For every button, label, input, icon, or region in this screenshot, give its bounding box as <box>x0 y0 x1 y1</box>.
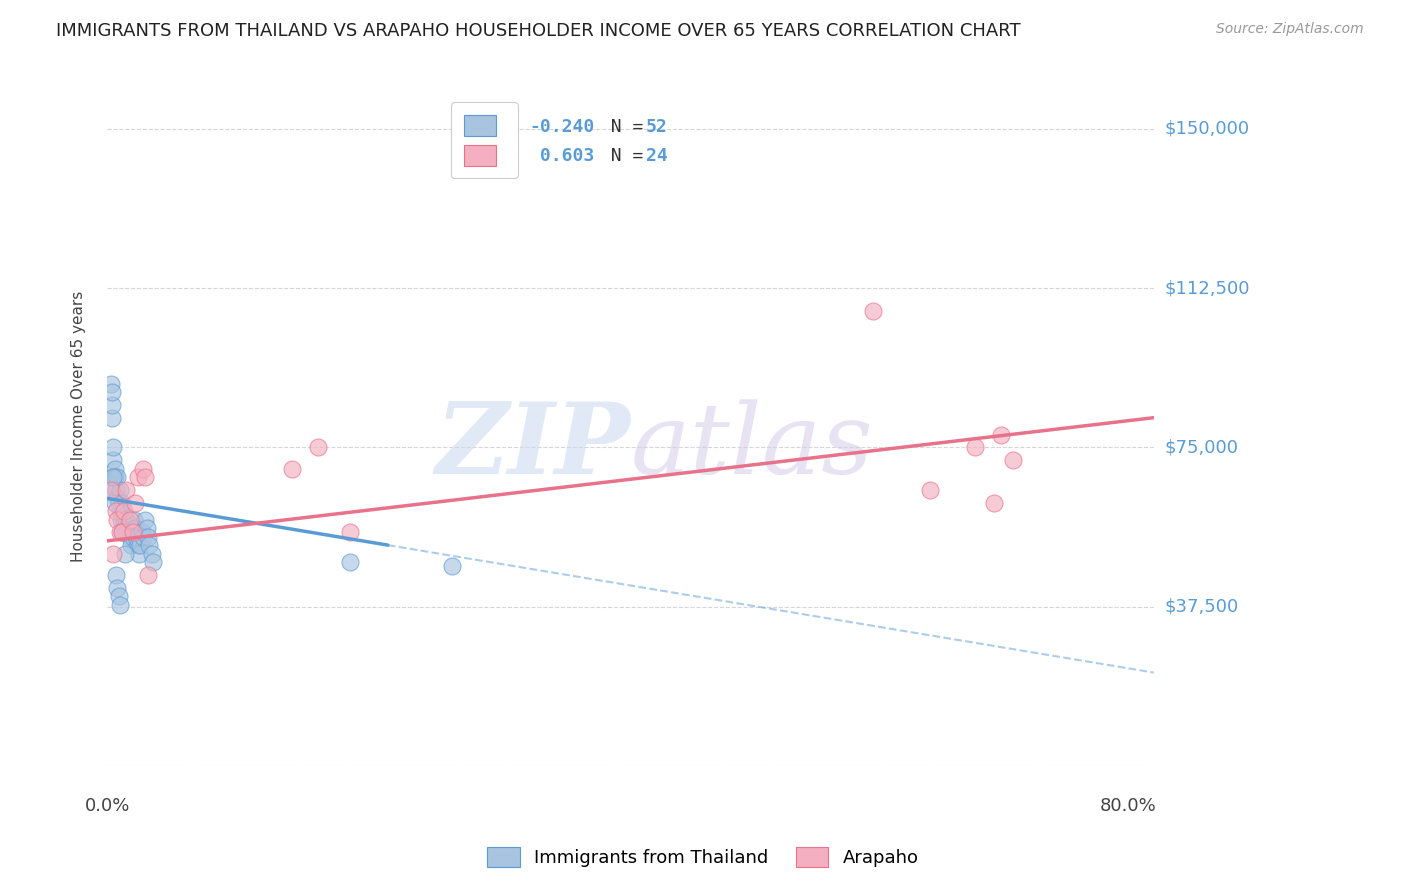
Point <box>134 470 156 484</box>
Point <box>124 521 146 535</box>
Point <box>118 513 141 527</box>
Point <box>111 525 134 540</box>
Text: 0.603: 0.603 <box>529 147 595 165</box>
Point <box>101 398 124 412</box>
Point <box>142 555 165 569</box>
Point <box>105 491 128 506</box>
Text: N =: N = <box>589 147 654 165</box>
Legend: , : , <box>451 103 517 178</box>
Point <box>920 483 942 497</box>
Point <box>136 530 159 544</box>
Point <box>135 521 157 535</box>
Text: R =: R = <box>478 147 522 165</box>
Y-axis label: Householder Income Over 65 years: Householder Income Over 65 years <box>72 291 86 562</box>
Point <box>112 513 135 527</box>
Point <box>990 427 1012 442</box>
Point <box>124 496 146 510</box>
Point <box>103 441 125 455</box>
Point <box>134 513 156 527</box>
Point <box>104 496 127 510</box>
Point <box>121 530 143 544</box>
Point <box>136 567 159 582</box>
Point <box>281 461 304 475</box>
Point <box>965 441 987 455</box>
Point <box>115 513 138 527</box>
Point <box>111 496 134 510</box>
Point <box>108 504 131 518</box>
Point <box>115 483 138 497</box>
Point <box>100 376 122 391</box>
Point <box>114 521 136 535</box>
Point <box>104 461 127 475</box>
Text: Source: ZipAtlas.com: Source: ZipAtlas.com <box>1216 22 1364 37</box>
Point <box>108 525 131 540</box>
Point <box>121 525 143 540</box>
Text: 0.0%: 0.0% <box>84 797 129 814</box>
Point <box>117 525 139 540</box>
Point <box>131 525 153 540</box>
Point <box>127 538 149 552</box>
Point <box>118 516 141 531</box>
Point <box>105 504 128 518</box>
Text: atlas: atlas <box>630 399 873 494</box>
Point <box>104 470 127 484</box>
Point <box>118 530 141 544</box>
Point <box>862 304 884 318</box>
Point <box>100 470 122 484</box>
Point <box>115 525 138 540</box>
Point <box>120 538 142 552</box>
Text: 80.0%: 80.0% <box>1099 797 1157 814</box>
Point <box>105 513 128 527</box>
Point <box>108 598 131 612</box>
Point <box>105 567 128 582</box>
Point <box>132 461 155 475</box>
Point <box>112 504 135 518</box>
Point <box>108 483 131 497</box>
Text: $112,500: $112,500 <box>1166 279 1250 297</box>
Text: R =: R = <box>478 118 522 136</box>
Point <box>122 513 145 527</box>
Point <box>111 525 134 540</box>
Point <box>141 547 163 561</box>
Text: $150,000: $150,000 <box>1166 120 1250 138</box>
Point <box>127 470 149 484</box>
Point <box>105 470 128 484</box>
Point <box>103 547 125 561</box>
Point <box>103 453 125 467</box>
Point <box>128 547 150 561</box>
Point <box>111 504 134 518</box>
Point <box>138 538 160 552</box>
Point <box>339 555 361 569</box>
Point <box>132 530 155 544</box>
Point <box>983 496 1005 510</box>
Text: $75,000: $75,000 <box>1166 439 1239 457</box>
Point <box>1002 453 1025 467</box>
Point <box>103 470 125 484</box>
Point <box>98 483 121 497</box>
Point <box>440 559 463 574</box>
Point <box>107 496 129 510</box>
Point <box>114 547 136 561</box>
Point <box>339 525 361 540</box>
Point <box>101 410 124 425</box>
Point <box>110 513 132 527</box>
Point <box>129 538 152 552</box>
Point <box>100 483 122 497</box>
Point <box>105 581 128 595</box>
Text: $37,500: $37,500 <box>1166 598 1239 615</box>
Point <box>125 530 148 544</box>
Point <box>107 589 129 603</box>
Point <box>101 385 124 400</box>
Text: 24: 24 <box>647 147 668 165</box>
Text: -0.240: -0.240 <box>529 118 595 136</box>
Text: IMMIGRANTS FROM THAILAND VS ARAPAHO HOUSEHOLDER INCOME OVER 65 YEARS CORRELATION: IMMIGRANTS FROM THAILAND VS ARAPAHO HOUS… <box>56 22 1021 40</box>
Text: N =: N = <box>589 118 654 136</box>
Point <box>105 483 128 497</box>
Text: 52: 52 <box>647 118 668 136</box>
Text: ZIP: ZIP <box>436 399 630 495</box>
Point <box>307 441 329 455</box>
Legend: Immigrants from Thailand, Arapaho: Immigrants from Thailand, Arapaho <box>481 839 925 874</box>
